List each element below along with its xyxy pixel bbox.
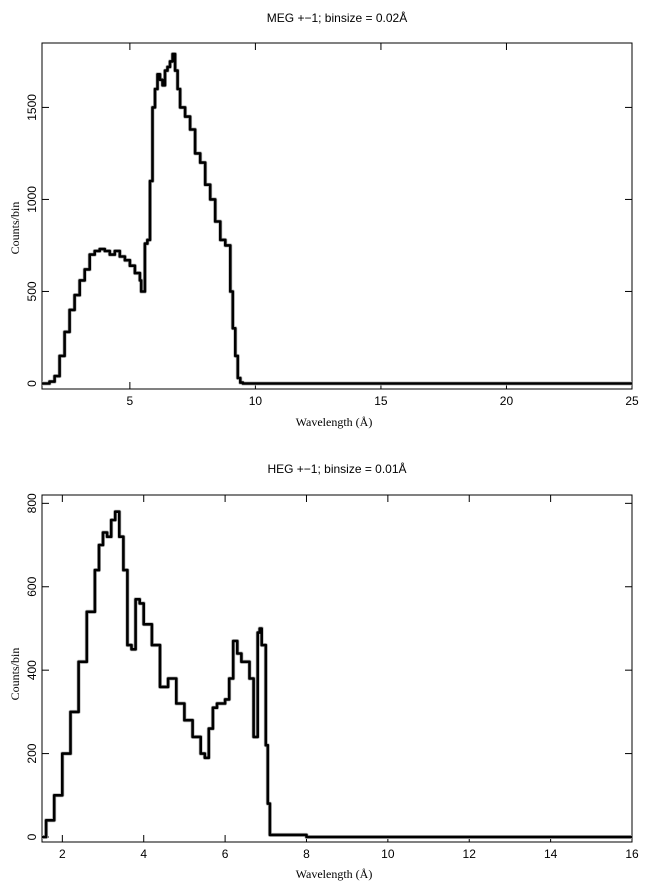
meg-series-error-band (42, 52, 632, 386)
heg-series-error-band (42, 509, 632, 839)
heg-y-tick-label: 200 (25, 743, 39, 763)
meg-x-tick-label: 15 (374, 394, 388, 408)
meg-series-line (42, 52, 632, 385)
meg-y-tick-label: 1500 (25, 94, 39, 121)
heg-plot-frame (41, 494, 633, 843)
meg-spectrum-panel: MEG +−1; binsize = 0.02Å Wavelength (Å) … (8, 10, 639, 429)
heg-x-tick-label: 10 (381, 847, 395, 861)
meg-x-tick-label: 20 (500, 394, 514, 408)
heg-x-tick-label: 8 (303, 847, 310, 861)
heg-y-tick-label: 400 (25, 660, 39, 680)
meg-x-tick-label: 10 (249, 394, 263, 408)
heg-y-tick-label: 600 (25, 576, 39, 596)
meg-x-tick-label: 5 (127, 394, 134, 408)
heg-x-tick-label: 14 (544, 847, 558, 861)
meg-y-tick-label: 0 (25, 380, 39, 387)
heg-y-tick-label: 0 (25, 833, 39, 840)
heg-x-tick-label: 6 (222, 847, 229, 861)
heg-y-tick-label: 800 (25, 493, 39, 513)
heg-spectrum-panel: HEG +−1; binsize = 0.01Å Wavelength (Å) … (8, 461, 639, 881)
heg-y-axis-label: Counts/bin (8, 648, 22, 701)
heg-x-axis-label: Wavelength (Å) (296, 867, 373, 881)
meg-y-tick-label: 1000 (25, 186, 39, 213)
meg-x-axis-label: Wavelength (Å) (296, 415, 373, 429)
meg-x-tick-label: 25 (625, 394, 639, 408)
meg-y-tick-label: 500 (25, 281, 39, 301)
meg-y-axis-label: Counts/bin (8, 202, 22, 255)
meg-plot-frame (41, 42, 633, 390)
heg-x-tick-label: 16 (625, 847, 639, 861)
heg-x-tick-label: 12 (463, 847, 477, 861)
meg-chart-title: MEG +−1; binsize = 0.02Å (267, 10, 407, 25)
heg-x-tick-label: 2 (59, 847, 66, 861)
heg-series-line (42, 510, 632, 839)
heg-chart-title: HEG +−1; binsize = 0.01Å (267, 461, 406, 476)
heg-x-tick-label: 4 (140, 847, 147, 861)
